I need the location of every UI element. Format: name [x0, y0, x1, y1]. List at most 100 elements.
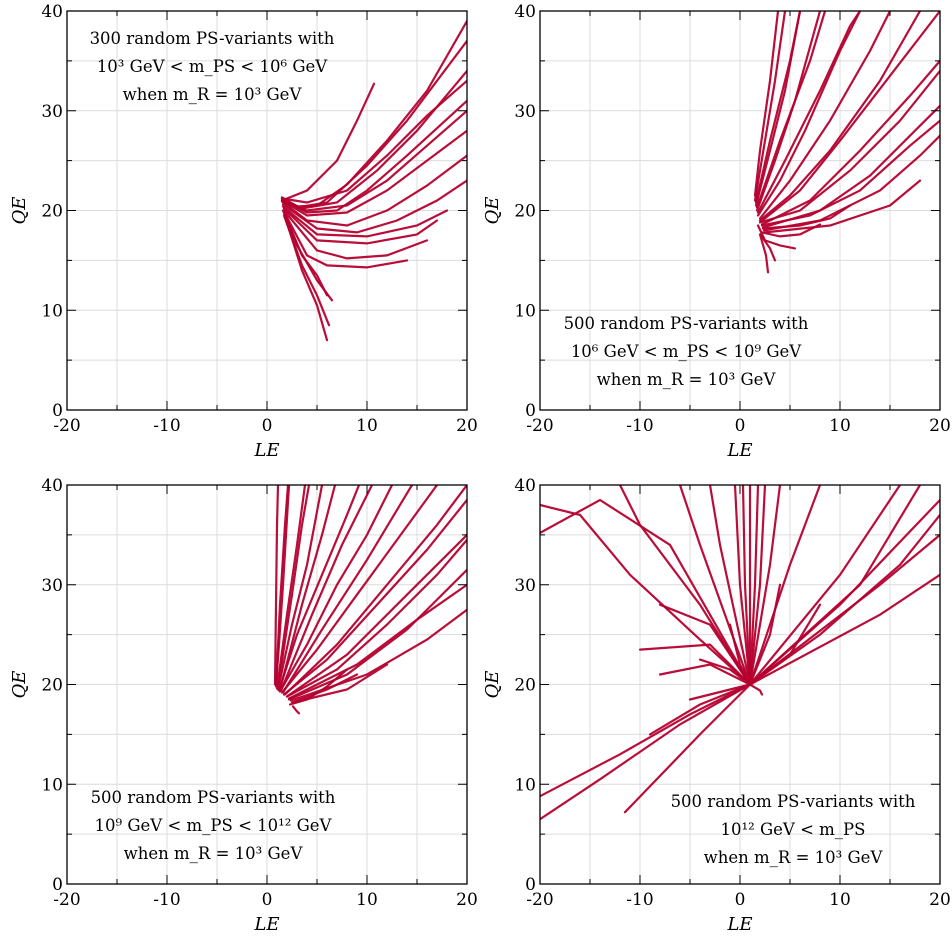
x-axis-label: LE	[726, 440, 752, 461]
data-curve	[280, 82, 376, 202]
y-tick-label: 30	[41, 102, 63, 122]
x-tick-label: 20	[456, 416, 478, 436]
data-curve	[618, 485, 752, 686]
data-curve	[755, 11, 822, 212]
data-curve	[287, 568, 467, 701]
y-tick-label: 20	[41, 676, 63, 696]
data-curve	[748, 485, 767, 686]
x-tick-label: 10	[829, 890, 851, 910]
data-curve	[281, 205, 449, 238]
y-tick-label: 10	[41, 775, 63, 795]
data-curve	[276, 485, 311, 689]
annotation-line: 300 random PS-variants with	[90, 29, 335, 48]
y-tick-label: 40	[41, 476, 63, 496]
data-curve	[760, 119, 940, 227]
data-curve	[748, 603, 822, 686]
y-axis-label: QE	[9, 671, 30, 699]
data-curve	[753, 11, 780, 197]
data-curve	[291, 705, 301, 715]
data-curve	[658, 603, 752, 686]
annotation-line: 10³ GeV < m_PS < 10⁶ GeV	[97, 57, 328, 76]
data-curve	[756, 224, 797, 250]
data-curve	[623, 683, 752, 814]
y-tick-label: 0	[52, 401, 63, 421]
x-tick-label: 10	[356, 416, 378, 436]
panel-top-left: -20 -10 0 10 20 0 10 20 30 40 LE QE 300 random PS-va…	[9, 2, 478, 461]
annotation-line: when m_R = 10³ GeV	[124, 844, 304, 863]
data-curve	[280, 19, 467, 208]
data-curve	[758, 69, 940, 224]
data-curve	[289, 608, 467, 702]
data-curve	[761, 104, 940, 229]
data-curve	[283, 485, 467, 696]
data-curve	[275, 485, 307, 690]
y-tick-label: 30	[514, 576, 536, 596]
data-curve	[285, 533, 467, 698]
x-axis-label: LE	[253, 914, 279, 935]
data-curve	[281, 485, 414, 694]
x-tick-label: -20	[53, 890, 80, 910]
x-tick-label: 0	[735, 416, 746, 436]
data-curve	[760, 223, 822, 238]
data-curve	[273, 485, 280, 686]
annotation-line: 500 random PS-variants with	[671, 792, 916, 811]
curves	[753, 11, 940, 274]
data-curve	[282, 498, 467, 696]
data-curve	[283, 212, 409, 269]
data-curve	[638, 643, 752, 686]
data-curve	[756, 11, 862, 214]
data-curve	[281, 109, 467, 212]
y-tick-label: 0	[52, 875, 63, 895]
data-curve	[748, 485, 902, 686]
y-tick-label: 20	[514, 676, 536, 696]
data-curve	[278, 485, 337, 691]
data-curve	[280, 129, 467, 217]
y-tick-label: 10	[514, 775, 536, 795]
y-tick-label: 40	[514, 2, 536, 22]
data-curve	[748, 485, 760, 686]
data-curve	[763, 179, 922, 234]
data-curve	[754, 11, 802, 204]
y-tick-label: 40	[41, 2, 63, 22]
data-curve	[748, 485, 822, 686]
x-tick-label: -20	[53, 416, 80, 436]
y-tick-label: 20	[514, 202, 536, 222]
y-tick-label: 10	[41, 301, 63, 321]
data-curve	[756, 11, 862, 217]
y-axis-label: QE	[482, 671, 503, 699]
y-axis-label: QE	[9, 197, 30, 225]
x-tick-label: -20	[526, 416, 553, 436]
y-tick-label: 30	[514, 102, 536, 122]
data-curve	[540, 683, 752, 798]
data-curve	[733, 485, 752, 686]
annotation-line: 500 random PS-variants with	[564, 314, 809, 333]
annotation: 300 random PS-variants with 10³ GeV < m_P…	[90, 29, 335, 104]
x-tick-label: 0	[262, 890, 273, 910]
data-curve	[281, 209, 334, 302]
y-axis-label: QE	[482, 197, 503, 225]
x-tick-label: -10	[626, 890, 653, 910]
x-tick-label: 0	[262, 416, 273, 436]
x-tick-label: -20	[526, 890, 553, 910]
x-tick-label: -10	[153, 890, 180, 910]
annotation-line: 10¹² GeV < m_PS	[721, 820, 866, 839]
data-curve	[279, 485, 374, 692]
y-tick-label: 20	[41, 202, 63, 222]
panel-bottom-left: -20 -10 0 10 20 0 10 20 30 40 LE QE 500 random PS-va…	[9, 476, 478, 935]
data-curve	[648, 683, 752, 736]
annotation: 500 random PS-variants with 10⁶ GeV < m_P…	[564, 314, 809, 389]
data-curve	[281, 179, 467, 234]
curves	[540, 485, 940, 821]
data-curve	[540, 683, 752, 821]
data-curve	[287, 583, 467, 700]
data-curve	[285, 538, 467, 698]
data-curve	[282, 207, 439, 245]
data-curve	[540, 498, 752, 686]
y-tick-label: 10	[514, 301, 536, 321]
y-tick-label: 0	[525, 401, 536, 421]
data-curve	[540, 503, 752, 686]
annotation-line: 10⁶ GeV < m_PS < 10⁹ GeV	[571, 342, 802, 361]
data-curve	[280, 485, 439, 694]
curves	[280, 19, 467, 342]
